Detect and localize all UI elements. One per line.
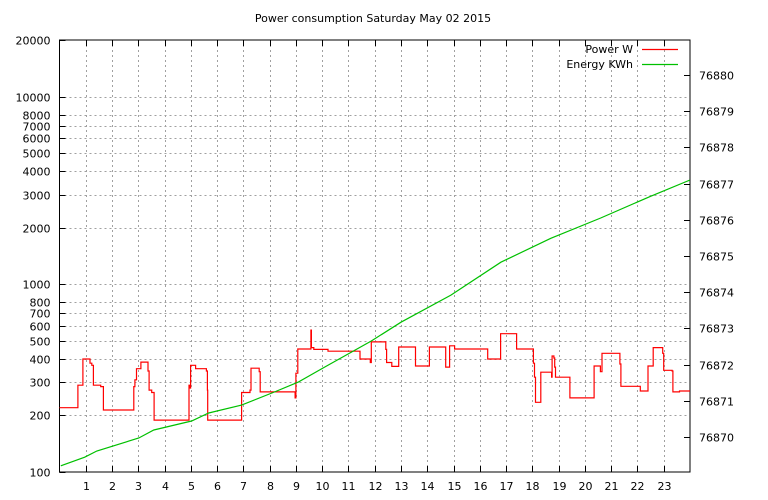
- power-series-line: [59, 329, 690, 421]
- y-tick-label: 700: [30, 308, 51, 321]
- y2-tick-label: 76873: [699, 323, 734, 336]
- x-tick-label: 14: [421, 480, 435, 493]
- y-tick-label: 6000: [23, 133, 51, 146]
- y-tick-label: 500: [30, 336, 51, 349]
- x-tick-label: 16: [474, 480, 488, 493]
- y2-tick-label: 76880: [699, 70, 734, 83]
- y2-tick-label: 76877: [699, 179, 734, 192]
- y-tick-label: 8000: [23, 110, 51, 123]
- y-tick-label: 3000: [23, 190, 51, 203]
- y-tick-label: 5000: [23, 148, 51, 161]
- y2-tick-label: 76872: [699, 360, 734, 373]
- y-tick-label: 200: [30, 410, 51, 423]
- x-tick-label: 13: [395, 480, 409, 493]
- plot-area: [59, 179, 690, 467]
- grid: [59, 40, 690, 472]
- y-tick-label: 10000: [16, 92, 51, 105]
- x-tick-label: 7: [240, 480, 247, 493]
- y-tick-label: 1000: [23, 279, 51, 292]
- y2-tick-label: 76870: [699, 432, 734, 445]
- y-tick-label: 300: [30, 377, 51, 390]
- x-tick-label: 4: [162, 480, 169, 493]
- x-tick-label: 22: [631, 480, 645, 493]
- x-tick-label: 11: [342, 480, 356, 493]
- y-tick-label: 100: [30, 467, 51, 480]
- x-tick-label: 21: [605, 480, 619, 493]
- x-tick-label: 3: [135, 480, 142, 493]
- y-tick-label: 400: [30, 354, 51, 367]
- y2-tick-label: 76876: [699, 215, 734, 228]
- x-tick-label: 18: [526, 480, 540, 493]
- y2-tick-label: 76874: [699, 287, 734, 300]
- x-tick-label: 12: [369, 480, 383, 493]
- legend-label: Energy KWh: [566, 58, 633, 71]
- legend: Power W Energy KWh: [566, 43, 678, 71]
- energy-series-line: [60, 179, 690, 467]
- x-tick-label: 17: [500, 480, 514, 493]
- y-tick-label: 7000: [23, 121, 51, 134]
- x-tick-label: 10: [316, 480, 330, 493]
- x-tick-label: 1: [83, 480, 90, 493]
- y2-tick-label: 76879: [699, 106, 734, 119]
- x-tick-label: 6: [214, 480, 221, 493]
- x-tick-label: 23: [658, 480, 672, 493]
- chart-title: Power consumption Saturday May 02 2015: [255, 12, 491, 25]
- x-tick-label: 20: [579, 480, 593, 493]
- y-tick-label: 20000: [16, 35, 51, 48]
- x-tick-label: 8: [267, 480, 274, 493]
- y2-tick-label: 76878: [699, 142, 734, 155]
- x-tick-label: 15: [448, 480, 462, 493]
- x-tick-label: 5: [188, 480, 195, 493]
- plot-border: [59, 39, 691, 473]
- y2-tick-label: 76871: [699, 396, 734, 409]
- y-tick-label: 600: [30, 321, 51, 334]
- x-tick-label: 2: [109, 480, 116, 493]
- axes: 1 2 3 4 5 6 7 8 9 10 11 12 13 14 15 16 17 18 19 20 21 22 23100…: [16, 35, 735, 494]
- legend-label: Power W: [585, 43, 633, 56]
- x-tick-label: 9: [293, 480, 300, 493]
- y-tick-label: 2000: [23, 223, 51, 236]
- y-tick-label: 4000: [23, 166, 51, 179]
- x-tick-label: 19: [553, 480, 567, 493]
- y2-tick-label: 76875: [699, 251, 734, 264]
- y-tick-label: 800: [30, 297, 51, 310]
